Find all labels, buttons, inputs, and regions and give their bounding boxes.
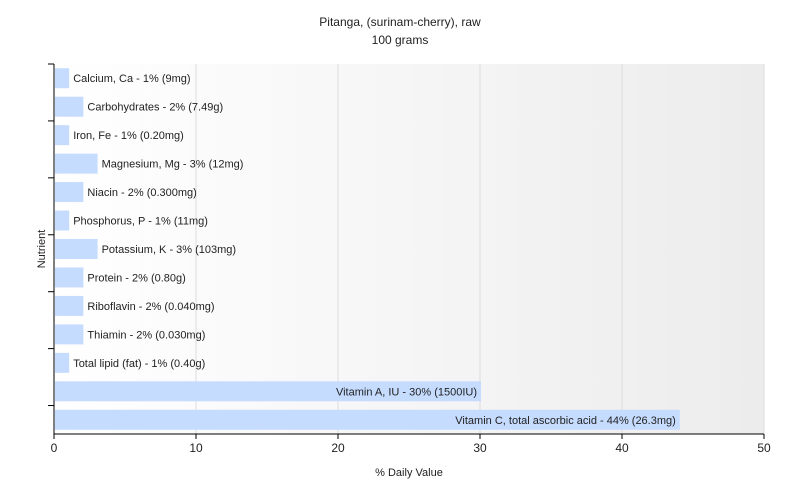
bar-label: Riboflavin - 2% (0.040mg)	[87, 301, 214, 313]
bar	[55, 239, 98, 259]
bar-label: Total lipid (fat) - 1% (0.40g)	[73, 358, 205, 370]
bar	[55, 182, 84, 203]
y-axis-label: Nutrient	[36, 230, 48, 269]
bars: Calcium, Ca - 1% (9mg) Carbohydrates - 2%…	[55, 68, 680, 430]
x-axis-label: % Daily Value	[375, 467, 443, 479]
x-tick-label: 40	[615, 441, 629, 455]
bar-label: Vitamin C, total ascorbic acid - 44% (26…	[455, 415, 676, 427]
x-tick-label: 10	[189, 441, 203, 455]
chart-title: Pitanga, (surinam-cherry), raw	[319, 15, 481, 29]
x-tick-label: 20	[331, 441, 345, 455]
grid	[195, 64, 765, 434]
bar	[55, 153, 98, 174]
bar	[55, 96, 84, 117]
bar	[55, 381, 481, 402]
x-tick-label: 30	[473, 441, 487, 455]
bar	[55, 295, 84, 316]
bar	[55, 267, 84, 288]
bar-label: Niacin - 2% (0.300mg)	[87, 187, 196, 199]
bar	[55, 324, 84, 345]
bar	[55, 68, 70, 89]
bar-label: Magnesium, Mg - 3% (12mg)	[102, 159, 244, 171]
chart-subtitle: 100 grams	[372, 33, 429, 47]
bar-label: Potassium, K - 3% (103mg)	[102, 244, 237, 256]
bar	[55, 409, 680, 430]
bar-label: Vitamin A, IU - 30% (1500IU)	[336, 386, 477, 398]
bar	[55, 352, 70, 373]
bar-label: Phosphorus, P - 1% (11mg)	[73, 216, 208, 228]
x-tick-label: 0	[51, 441, 58, 455]
bar-label: Calcium, Ca - 1% (9mg)	[73, 73, 190, 85]
bar-label: Thiamin - 2% (0.030mg)	[87, 329, 205, 341]
bar-label: Iron, Fe - 1% (0.20mg)	[73, 130, 184, 142]
axes: 0 10 20 30 40 50	[48, 63, 771, 455]
plot-area	[54, 64, 764, 434]
bar-label: Protein - 2% (0.80g)	[87, 272, 185, 284]
bar-label: Carbohydrates - 2% (7.49g)	[87, 102, 223, 114]
bar	[55, 210, 70, 231]
bar	[55, 125, 70, 146]
x-tick-label: 50	[757, 441, 771, 455]
